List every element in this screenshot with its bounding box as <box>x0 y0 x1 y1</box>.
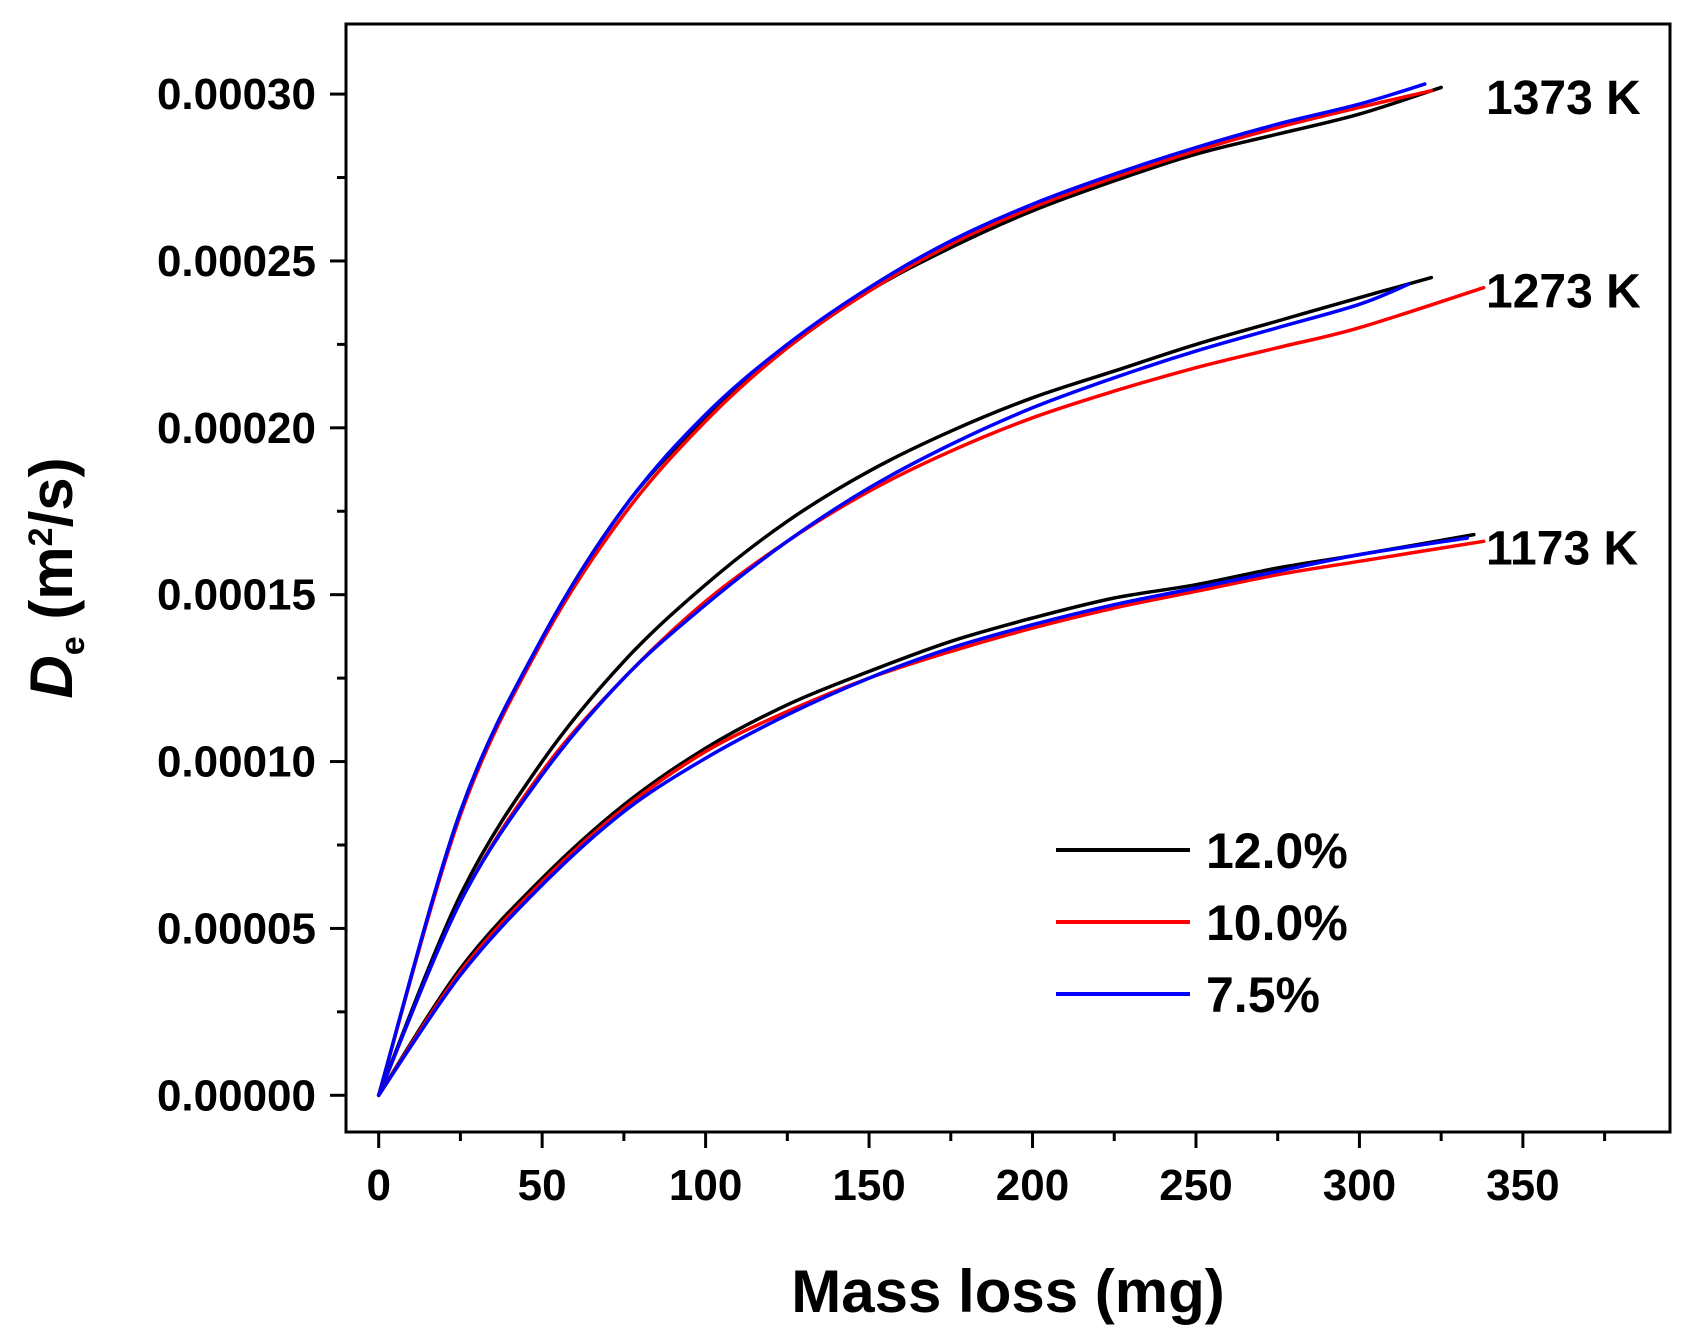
series-line-1273-k-10-0 <box>376 285 1486 1098</box>
legend-label-12-0: 12.0% <box>1206 823 1348 879</box>
temperature-label-1273-k: 1273 K <box>1486 266 1641 319</box>
y-tick-label: 0.00010 <box>157 738 316 787</box>
x-tick-label: 0 <box>366 1161 390 1210</box>
x-tick-label: 100 <box>669 1161 742 1210</box>
x-axis-title: Mass loss (mg) <box>791 1258 1224 1325</box>
series-line-1373-k-7-5 <box>376 82 1427 1098</box>
plot-frame <box>344 22 1672 1134</box>
x-tick-label: 200 <box>996 1161 1069 1210</box>
legend-label-7-5: 7.5% <box>1206 967 1320 1023</box>
y-tick-label: 0.00005 <box>157 904 316 953</box>
legend-label-10-0: 10.0% <box>1206 895 1348 951</box>
temperature-label-1173-k: 1173 K <box>1486 523 1638 576</box>
y-tick-label: 0.00020 <box>157 404 316 453</box>
y-tick-label: 0.00000 <box>157 1071 316 1120</box>
y-tick-label: 0.00025 <box>157 237 316 286</box>
y-axis-unit-close: /s) <box>18 457 85 527</box>
y-axis-title: De (m2/s) <box>18 457 92 698</box>
legend: 12.0% 10.0% 7.5% <box>1056 823 1348 1023</box>
y-axis-ticks: 0.00000 0.00005 0.00010 0.00015 0.00020 0.000… <box>157 70 346 1120</box>
y-axis-superscript: 2 <box>22 527 60 546</box>
temperature-label-1373-k: 1373 K <box>1486 72 1641 125</box>
x-tick-label: 300 <box>1323 1161 1396 1210</box>
x-tick-label: 250 <box>1159 1161 1232 1210</box>
x-tick-label: 50 <box>518 1161 567 1210</box>
series-layer <box>376 82 1486 1098</box>
y-axis-subscript: e <box>54 636 92 655</box>
series-line-1273-k-7-5 <box>376 282 1411 1098</box>
y-axis-symbol: D <box>18 655 85 698</box>
series-line-1273-k-12-0 <box>376 275 1434 1098</box>
x-tick-label: 350 <box>1486 1161 1559 1210</box>
temperature-labels: 1373 K 1273 K 1173 K <box>1486 72 1641 576</box>
y-axis-unit-open: (m <box>18 546 85 636</box>
y-tick-label: 0.00015 <box>157 571 316 620</box>
x-tick-label: 150 <box>832 1161 905 1210</box>
series-line-1173-k-7-5 <box>376 536 1470 1098</box>
y-tick-label: 0.00030 <box>157 70 316 119</box>
series-line-1173-k-12-0 <box>376 532 1476 1098</box>
x-axis-ticks: 0 50 100 150 200 250 300 350 <box>366 1132 1607 1210</box>
